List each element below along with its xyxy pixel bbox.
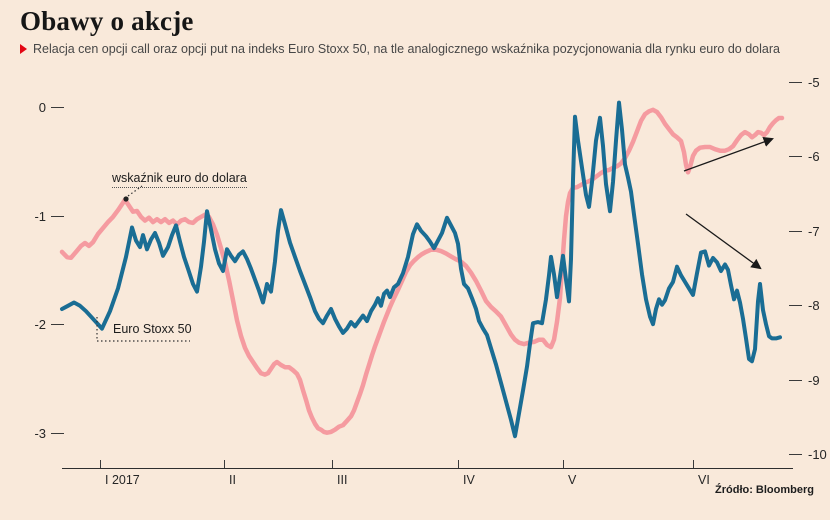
x-axis-tick: [332, 460, 333, 468]
euro-dollar-label-leader: [127, 185, 143, 197]
right-axis-tick: [789, 379, 802, 381]
left-axis-label: 0: [38, 100, 46, 115]
x-axis-tick: [458, 460, 459, 468]
right-axis-label: -5: [808, 75, 820, 90]
x-axis-tick: [100, 460, 101, 468]
right-axis-tick: [789, 305, 802, 307]
left-axis-tick: [51, 107, 64, 108]
series-lines: [59, 100, 785, 439]
left-axis-label: -3: [34, 426, 46, 441]
x-axis-line: [62, 468, 793, 469]
right-axis-label: -9: [808, 372, 820, 388]
chart-subtitle: Relacja cen opcji call oraz opcji put na…: [33, 42, 780, 56]
annotation-connectors: [96, 185, 190, 342]
x-axis-label: III: [337, 473, 348, 487]
euro-dollar-label-dot: [123, 196, 129, 202]
x-axis-label: II: [229, 473, 236, 487]
right-axis-tick: [789, 82, 802, 83]
euro-dollar-trend-arrow: [683, 136, 774, 172]
right-axis-tick: [789, 454, 802, 455]
stoxx-trend-arrow: [685, 213, 762, 270]
right-axis-label: -6: [808, 149, 820, 165]
left-axis-label: -1: [34, 208, 46, 224]
chart-subtitle-row: Relacja cen opcji call oraz opcji put na…: [20, 42, 780, 57]
red-triangle-bullet-icon: [20, 44, 27, 54]
left-axis-tick: [51, 324, 64, 326]
x-axis-tick: [563, 460, 564, 468]
source-credit: Źródło: Bloomberg: [715, 484, 814, 496]
trend-arrows: [683, 136, 774, 270]
euro-stoxx-line: [60, 100, 782, 439]
right-axis-label: -10: [808, 447, 827, 462]
x-axis-tick: [224, 460, 225, 468]
left-axis-label: -2: [34, 317, 46, 333]
left-axis-tick: [51, 433, 64, 434]
left-axis-tick: [51, 215, 64, 217]
x-axis-tick: [693, 460, 694, 468]
stoxx-line-label: Euro Stoxx 50: [113, 322, 192, 336]
x-axis-label: I 2017: [105, 473, 140, 487]
right-axis-tick: [789, 156, 802, 158]
page-title: Obawy o akcje: [20, 6, 194, 36]
euro-dollar-line: [59, 107, 785, 435]
x-axis-label: IV: [463, 473, 475, 487]
right-axis-label: -7: [808, 223, 820, 239]
euro-dollar-line-label: wskaźnik euro do dolara: [112, 171, 247, 188]
x-axis-label: VI: [698, 473, 710, 487]
right-axis-tick: [789, 230, 802, 232]
x-axis-label: V: [568, 473, 577, 487]
right-axis-label: -8: [808, 298, 820, 314]
